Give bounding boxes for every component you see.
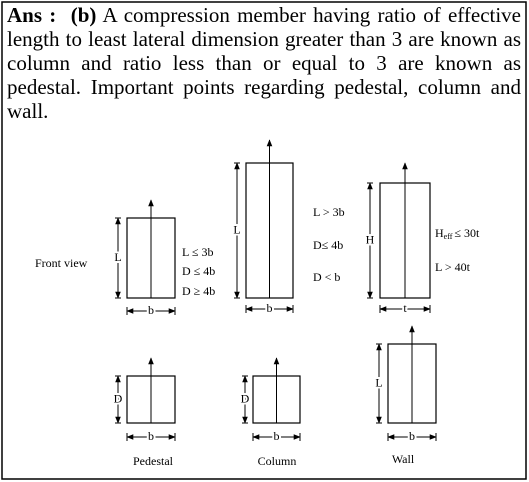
dimension-label: L [233,222,240,236]
front-view-label: Front view [35,256,88,270]
symbol: H [435,226,444,240]
dimension-label: L [114,250,121,264]
caption: Wall [392,452,415,466]
condition: D ≤ 4b [182,264,215,278]
dimension-label: b [148,303,154,317]
dimension-label: b [274,429,280,443]
dimension-label: b [409,429,415,443]
relation: ≤ 30t [454,226,480,240]
dimension-label: D [114,391,123,405]
answer-label: Ans : [7,3,57,27]
condition: L > 40t [435,260,471,274]
condition: Heff ≤ 30t [435,226,480,241]
dimension-label: t [403,301,407,315]
answer-text: A compression member having ratio of eff… [7,3,522,123]
dimension-label: b [267,301,273,315]
dimension-label: D [241,391,250,405]
condition: D≤ 4b [313,238,343,252]
answer-option: (b) [70,3,97,27]
dimension-label: b [148,429,154,443]
condition: D ≥ 4b [182,284,215,298]
caption: Pedestal [133,454,174,468]
condition: D < b [313,270,340,284]
subscript: eff [444,232,453,241]
dimension-label: H [366,232,375,246]
caption: Column [258,454,297,468]
answer-paragraph: Ans : (b) A compression member having ra… [7,3,521,123]
condition: L ≤ 3b [182,245,213,259]
dimension-label: L [375,375,382,389]
condition: L > 3b [313,205,345,219]
